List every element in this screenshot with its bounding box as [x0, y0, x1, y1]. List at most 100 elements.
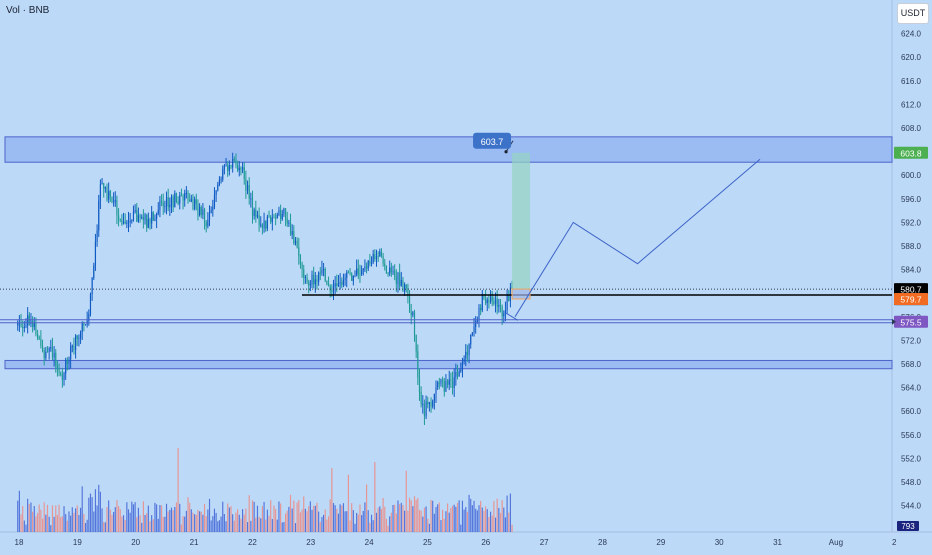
candle-body [483, 293, 485, 300]
candle-body [65, 360, 67, 374]
volume-bar [465, 507, 467, 532]
y-tick-label: 624.0 [901, 30, 922, 39]
x-tick-label: 19 [73, 538, 82, 547]
candle-body [99, 184, 101, 201]
volume-bar [394, 504, 396, 532]
entry-level-badge-label: 579.7 [900, 294, 922, 304]
candle-body [197, 203, 199, 216]
volume-bar [294, 523, 297, 532]
candle-body [46, 351, 49, 353]
candle-body [453, 376, 455, 388]
volume-bar [256, 505, 259, 532]
volume-bar [342, 503, 345, 532]
candle-body [283, 208, 285, 214]
volume-bar [485, 506, 487, 532]
candle-body [35, 322, 37, 335]
candle-body [195, 199, 197, 204]
volume-bar [91, 497, 93, 532]
candle-body [240, 167, 242, 170]
volume-bar [255, 517, 257, 532]
x-tick-label: 25 [423, 538, 432, 547]
volume-bar [370, 514, 373, 532]
candle-body [273, 217, 275, 219]
volume-bar [501, 500, 503, 532]
candle-body [296, 240, 298, 248]
candle-body [337, 283, 340, 286]
price-axis-panel[interactable] [892, 0, 932, 550]
volume-bar [293, 500, 295, 532]
zone-support[interactable] [4, 359, 893, 370]
volume-bar [344, 511, 346, 532]
candle-body [460, 370, 462, 372]
volume-bar [417, 498, 419, 532]
volume-bar [84, 523, 87, 532]
volume-bar [160, 505, 163, 532]
volume-bar [316, 502, 318, 532]
candle-body [104, 186, 106, 189]
volume-bar [442, 509, 444, 532]
candle-body [451, 380, 454, 388]
candle-body [137, 215, 140, 222]
volume-bar [458, 500, 460, 532]
volume-bar [111, 514, 113, 532]
candle-body [475, 321, 477, 327]
volume-bar [281, 522, 283, 532]
volume-bar [124, 519, 126, 532]
candle-body [473, 326, 475, 333]
candle-body [380, 251, 383, 257]
target-range-box[interactable] [512, 152, 531, 290]
volume-bar [471, 505, 473, 532]
volume-bar [43, 502, 45, 532]
x-tick-label: 30 [715, 538, 724, 547]
candle-body [154, 218, 156, 221]
volume-bar [352, 510, 354, 532]
volume-bar [36, 512, 39, 532]
candle-body [301, 263, 303, 270]
candle-body [485, 299, 487, 304]
plot-background [0, 0, 892, 532]
candle-body [494, 298, 497, 304]
volume-bar [58, 504, 60, 532]
volume-bar [71, 507, 73, 532]
volume-bar [79, 507, 82, 532]
volume-bar [96, 505, 98, 532]
volume-bar [400, 502, 402, 532]
candle-body [342, 279, 345, 285]
volume-bar [228, 507, 230, 532]
volume-bar [56, 514, 58, 532]
candle-body [205, 222, 207, 227]
stop-range-box[interactable] [511, 288, 531, 300]
candle-body [192, 198, 194, 209]
zone-resistance[interactable] [4, 136, 893, 163]
volume-bar [440, 520, 442, 532]
candle-body [58, 367, 60, 374]
volume-bar [149, 521, 151, 532]
volume-bar [154, 502, 156, 532]
candle-body [400, 279, 402, 286]
candle-body [207, 219, 209, 227]
candle-body [361, 270, 363, 275]
candle-body [268, 216, 270, 218]
volume-bar [253, 501, 255, 532]
volume-bar [182, 516, 184, 532]
volume-bar [407, 510, 409, 532]
volume-bar [329, 499, 331, 532]
candle-body [73, 346, 75, 351]
volume-bar [127, 509, 130, 532]
currency-unit-button[interactable]: USDT [897, 3, 929, 24]
volume-bar [385, 518, 387, 532]
volume-bar [432, 500, 434, 532]
candle-body [94, 241, 97, 266]
candle-body [156, 213, 158, 219]
projection-path[interactable] [514, 158, 761, 318]
volume-bar [306, 511, 308, 532]
volume-bar [98, 484, 100, 532]
y-tick-label: 620.0 [901, 53, 922, 62]
candle-body [326, 280, 328, 285]
candle-body [45, 351, 47, 359]
volume-bar [494, 517, 497, 532]
target-callout-box[interactable] [473, 132, 512, 149]
candle-body [220, 179, 222, 181]
